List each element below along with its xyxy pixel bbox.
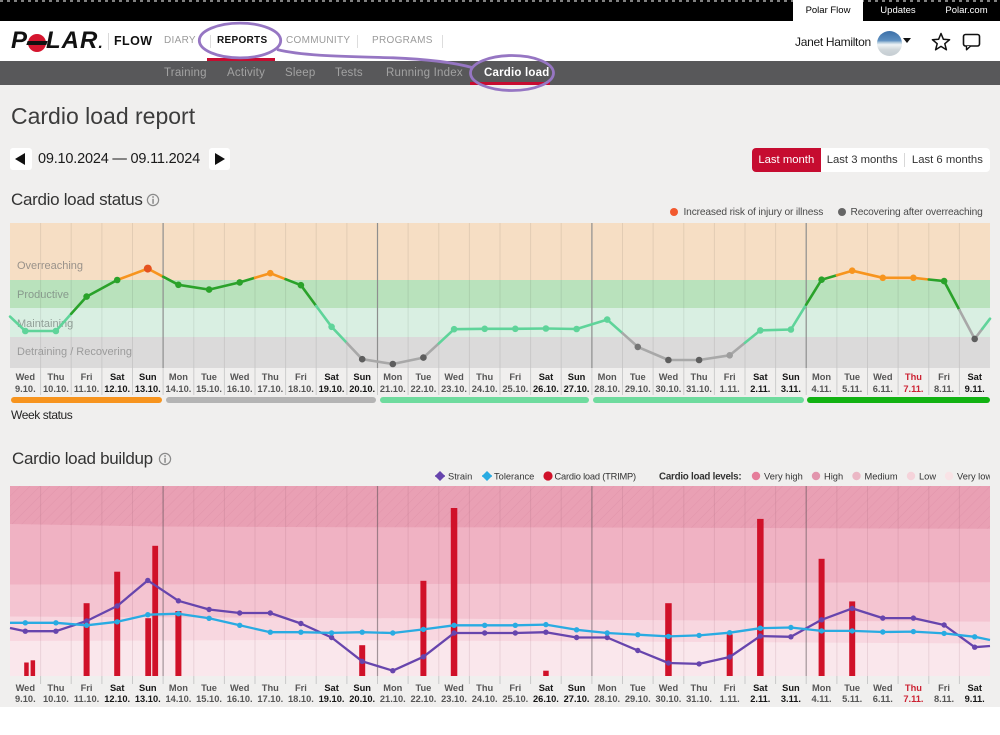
svg-text:High: High (824, 472, 843, 482)
svg-text:Productive: Productive (17, 289, 69, 301)
svg-text:Overreaching: Overreaching (17, 260, 83, 272)
svg-text:Low: Low (919, 472, 936, 482)
svg-text:Detraining / Recovering: Detraining / Recovering (17, 346, 132, 358)
svg-text:Cardio load levels:: Cardio load levels: (659, 472, 741, 483)
svg-text:Strain: Strain (448, 472, 472, 482)
svg-text:Medium: Medium (865, 472, 898, 482)
svg-text:Very high: Very high (764, 472, 803, 482)
svg-text:Tolerance: Tolerance (494, 472, 534, 482)
svg-text:Very low: Very low (957, 472, 990, 482)
svg-text:Cardio load (TRIMP): Cardio load (TRIMP) (555, 472, 637, 482)
